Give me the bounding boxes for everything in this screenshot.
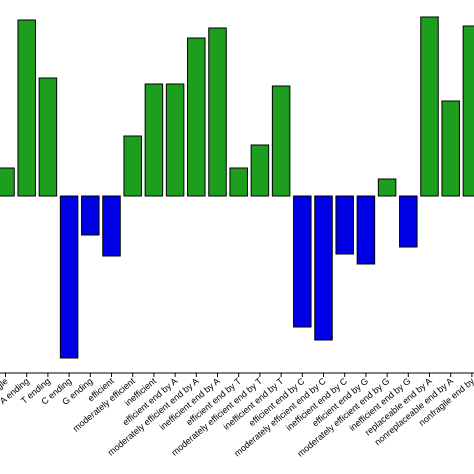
bar xyxy=(335,195,354,255)
bar xyxy=(356,195,376,265)
bar xyxy=(271,85,291,197)
bar xyxy=(102,195,121,257)
bar xyxy=(229,167,248,197)
bar xyxy=(250,144,270,197)
bar xyxy=(293,195,312,328)
bar xyxy=(81,195,100,236)
bar xyxy=(17,19,36,197)
bar xyxy=(144,83,164,197)
bar xyxy=(165,83,185,197)
bar xyxy=(59,195,79,359)
bar xyxy=(187,37,206,197)
bar xyxy=(208,27,227,197)
bar xyxy=(377,178,397,197)
bar xyxy=(314,195,333,341)
bar xyxy=(462,25,474,197)
bar xyxy=(123,135,142,197)
bar xyxy=(420,16,439,197)
bar xyxy=(0,167,15,197)
x-tick-label: gle xyxy=(0,376,10,391)
bar xyxy=(38,77,58,197)
bar xyxy=(441,100,460,197)
bar xyxy=(399,195,418,248)
